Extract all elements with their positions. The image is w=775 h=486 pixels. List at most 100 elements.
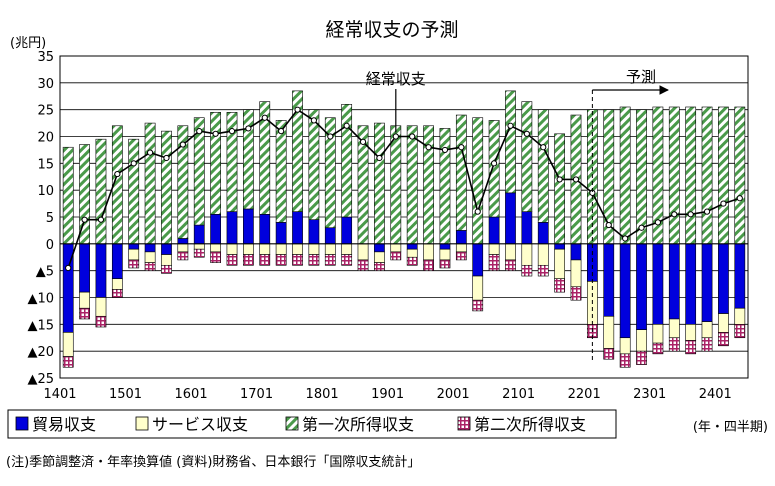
bar-services bbox=[603, 315, 615, 349]
bar-primary bbox=[406, 125, 418, 245]
current-account-point bbox=[622, 235, 629, 242]
bar-services bbox=[537, 243, 549, 266]
current-account-point bbox=[359, 138, 367, 145]
bar-secondary bbox=[390, 251, 402, 261]
y-tick-label: ▲15 bbox=[27, 318, 54, 333]
bar-trade bbox=[111, 243, 123, 280]
current-account-point bbox=[310, 117, 318, 124]
bar-services bbox=[144, 251, 156, 263]
bar-primary bbox=[210, 112, 221, 215]
bar-services bbox=[357, 243, 369, 261]
y-tick-label: 30 bbox=[37, 77, 54, 92]
bar-secondary bbox=[668, 337, 680, 352]
bar-services bbox=[406, 248, 418, 258]
bar-secondary bbox=[357, 259, 369, 271]
bar-primary bbox=[455, 114, 467, 231]
bar-primary bbox=[177, 125, 189, 239]
bar-secondary bbox=[324, 254, 336, 266]
x-tick-label: 1401 bbox=[43, 387, 76, 402]
bar-primary bbox=[341, 104, 353, 218]
bar-primary bbox=[128, 138, 140, 245]
bar-services bbox=[292, 243, 303, 255]
bar-services bbox=[570, 259, 582, 288]
footnote: (注)季節調整済・年率換算値 (資料)財務省、日本銀行「国際収支統計」 bbox=[6, 454, 420, 470]
bar-secondary bbox=[570, 286, 582, 301]
bar-trade bbox=[243, 208, 254, 245]
current-account-point bbox=[261, 114, 268, 121]
bar-trade bbox=[701, 243, 713, 322]
chart-title: 経常収支の予測 bbox=[325, 19, 458, 41]
bar-services bbox=[685, 324, 697, 341]
current-account-point bbox=[556, 176, 563, 183]
bar-primary bbox=[488, 120, 500, 218]
y-axis-label: (兆円) bbox=[10, 36, 46, 51]
bar-services bbox=[62, 332, 74, 357]
bar-secondary bbox=[505, 259, 516, 271]
bar-primary bbox=[243, 109, 254, 210]
y-tick-label: 5 bbox=[46, 211, 54, 226]
bar-primary bbox=[521, 101, 533, 212]
legend-swatch-secondary bbox=[457, 416, 471, 431]
y-tick-label: ▲20 bbox=[27, 345, 54, 360]
bar-services bbox=[111, 278, 123, 290]
bar-primary bbox=[144, 122, 156, 245]
bar-trade bbox=[554, 243, 565, 250]
y-tick-label: 25 bbox=[37, 104, 54, 119]
bar-secondary bbox=[554, 278, 565, 293]
current-account-point bbox=[409, 133, 416, 140]
legend-label-primary: 第一次所得収支 bbox=[302, 415, 414, 434]
bar-services bbox=[341, 243, 353, 255]
bar-primary bbox=[226, 112, 238, 212]
bar-secondary bbox=[144, 262, 156, 271]
bar-primary bbox=[308, 109, 320, 220]
legend-label-secondary: 第二次所得収支 bbox=[474, 415, 586, 434]
bar-primary bbox=[390, 125, 402, 245]
x-tick-label: 2301 bbox=[633, 387, 666, 402]
bar-secondary bbox=[226, 254, 238, 266]
bar-trade bbox=[505, 192, 516, 245]
bar-trade bbox=[177, 238, 189, 245]
bar-trade bbox=[161, 243, 172, 255]
bar-primary bbox=[668, 106, 680, 245]
x-tick-label: 2201 bbox=[568, 387, 601, 402]
x-tick-label: 1501 bbox=[109, 387, 142, 402]
bar-secondary bbox=[308, 254, 320, 266]
bar-services bbox=[79, 291, 90, 309]
x-axis-label: (年・四半期) bbox=[693, 420, 768, 435]
bar-trade bbox=[603, 243, 615, 317]
bar-secondary bbox=[455, 251, 467, 261]
bar-trade bbox=[455, 230, 467, 245]
bar-secondary bbox=[701, 337, 713, 352]
bar-primary bbox=[734, 106, 746, 245]
bar-secondary bbox=[259, 254, 271, 266]
bar-services bbox=[95, 297, 107, 317]
bar-trade bbox=[193, 224, 205, 245]
bar-services bbox=[734, 307, 746, 325]
current-account-point bbox=[540, 144, 547, 151]
current-account-point bbox=[474, 208, 481, 215]
current-account-point bbox=[179, 141, 186, 148]
bar-trade bbox=[439, 243, 451, 250]
bar-trade bbox=[210, 214, 221, 245]
bar-trade bbox=[95, 243, 107, 298]
bar-services bbox=[210, 243, 221, 253]
bar-services bbox=[374, 251, 385, 263]
bar-services bbox=[161, 254, 172, 266]
bar-primary bbox=[193, 117, 205, 226]
legend-swatch-primary bbox=[285, 416, 299, 431]
bar-secondary bbox=[406, 256, 418, 266]
bar-primary bbox=[161, 130, 172, 245]
annotation-current-account: 経常収支 bbox=[366, 70, 426, 88]
current-account-point bbox=[343, 122, 350, 129]
current-account-point bbox=[376, 154, 383, 162]
current-account-point bbox=[458, 144, 465, 151]
bar-secondary bbox=[472, 299, 484, 312]
bar-secondary bbox=[193, 248, 205, 258]
bar-primary bbox=[292, 90, 303, 212]
bar-trade bbox=[537, 222, 549, 245]
current-account-point bbox=[490, 160, 498, 167]
bar-services bbox=[308, 243, 320, 255]
bar-secondary bbox=[292, 254, 303, 266]
bar-services bbox=[652, 324, 664, 344]
bar-secondary bbox=[79, 307, 90, 320]
